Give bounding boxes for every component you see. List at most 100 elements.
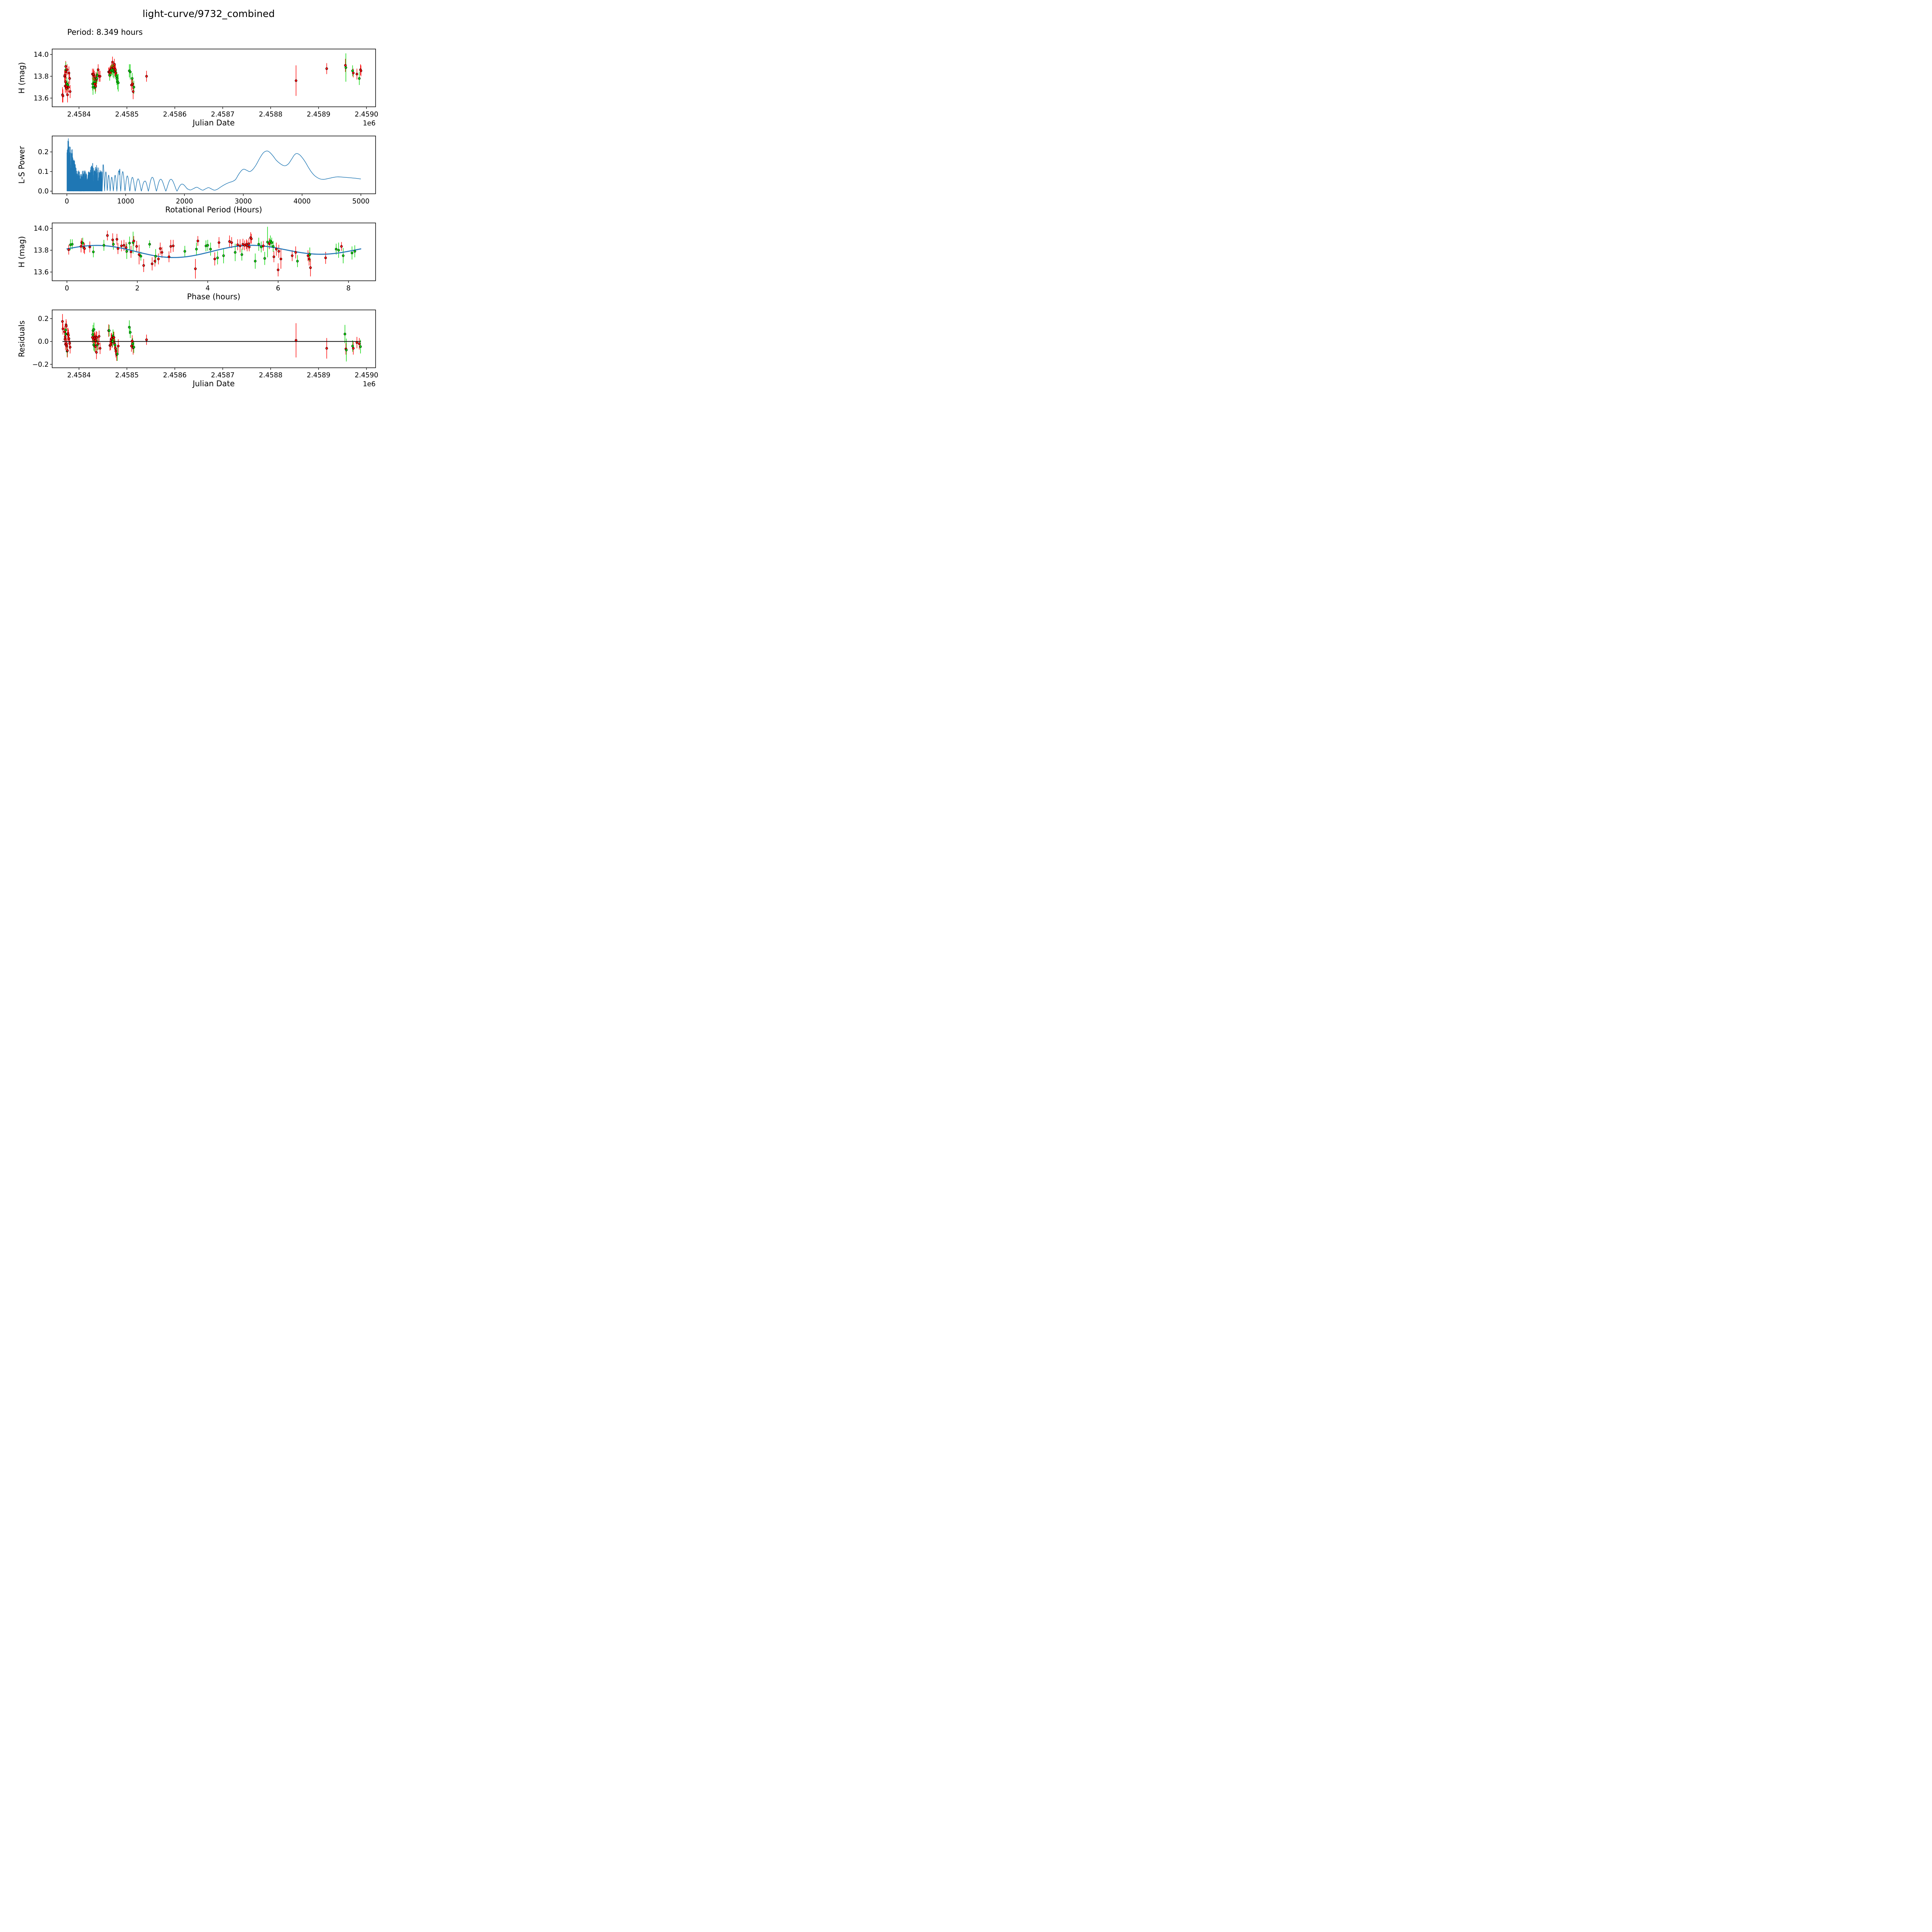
data-point [68, 342, 71, 345]
data-point [93, 82, 96, 85]
y-axis-label-panel1: H (mag) [17, 62, 26, 94]
data-point [358, 342, 361, 345]
data-point [248, 245, 251, 248]
data-points [67, 234, 356, 271]
panel-periodogram: 0 1000 2000 3000 4000 5000 0.0 0.1 0.2 [38, 136, 376, 206]
data-point [335, 248, 338, 251]
x-tick-label: 1000 [117, 198, 134, 206]
data-point [92, 328, 95, 331]
data-point [196, 240, 199, 242]
data-point [83, 247, 86, 250]
data-point [98, 335, 100, 338]
data-point [102, 244, 105, 247]
data-point [216, 257, 219, 259]
data-point [294, 339, 298, 342]
data-point [116, 238, 118, 241]
data-point [358, 77, 361, 80]
axes-frame [52, 223, 376, 281]
data-point [131, 339, 134, 342]
data-point [272, 245, 275, 248]
x-tick-label: 2.4590 [355, 372, 378, 379]
data-point [234, 251, 236, 254]
data-point [324, 257, 327, 259]
data-point [65, 70, 68, 73]
data-point [61, 94, 65, 97]
data-point [114, 347, 117, 350]
data-point [359, 345, 362, 348]
data-point [81, 242, 84, 245]
data-point [66, 68, 68, 71]
data-point [111, 61, 114, 63]
data-point [69, 90, 71, 93]
data-point [355, 73, 358, 76]
figure: light-curve/9732_combined Period: 8.349 … [0, 0, 417, 417]
data-point [88, 245, 91, 248]
data-point [184, 250, 186, 253]
data-point [139, 255, 142, 258]
panel-lightcurve-jd: 2.4584 2.4585 2.4586 2.4587 2.4588 2.4589 2.45… [34, 49, 378, 118]
data-point [262, 244, 265, 247]
panel-phased-lightcurve: 0 2 4 6 8 14.0 13.8 13.6 [34, 223, 376, 293]
data-point [65, 345, 68, 347]
data-point [218, 241, 221, 244]
data-point [353, 250, 356, 253]
data-point [92, 73, 95, 76]
data-point [66, 349, 69, 352]
data-point [133, 346, 135, 349]
x-tick-label: 2.4587 [211, 111, 235, 118]
data-point [108, 74, 111, 77]
data-point [131, 342, 134, 345]
data-point [222, 254, 225, 257]
data-point [337, 249, 340, 252]
data-point [108, 329, 111, 332]
data-point [168, 255, 170, 258]
y-tick-label: 13.8 [34, 73, 49, 80]
data-point [308, 253, 311, 256]
data-point [117, 345, 120, 347]
x-axis-label-panel2: Rotational Period (Hours) [165, 205, 262, 214]
x-tick-label: 2.4589 [307, 372, 330, 379]
data-point [117, 247, 119, 250]
period-annotation: Period: 8.349 hours [67, 27, 143, 37]
data-point [309, 266, 312, 269]
data-point [246, 244, 248, 247]
data-point [117, 82, 120, 84]
data-point [114, 68, 117, 71]
data-point [268, 242, 271, 245]
data-point [236, 243, 239, 246]
data-point [308, 257, 311, 260]
data-point [325, 67, 328, 70]
data-point [239, 244, 242, 247]
data-point [128, 242, 131, 245]
y-axis-label-panel2: L-S Power [17, 146, 26, 184]
data-point [270, 241, 273, 244]
data-point [66, 94, 69, 96]
data-point [68, 77, 71, 80]
data-point [114, 71, 117, 75]
data-point [340, 245, 343, 248]
data-point [124, 246, 128, 249]
data-point [132, 90, 134, 93]
x-axis-label-panel1: Julian Date [192, 118, 235, 128]
data-point [172, 244, 175, 247]
data-point [194, 267, 197, 270]
x-tick-label: 2.4585 [115, 372, 139, 379]
data-point [277, 269, 280, 271]
data-point [131, 77, 134, 80]
data-point [209, 248, 212, 251]
axes-frame [52, 136, 376, 194]
data-point [132, 240, 135, 242]
data-point [153, 260, 156, 263]
data-point [169, 245, 172, 248]
error-bars [62, 53, 361, 103]
data-point [151, 262, 153, 265]
data-point [67, 334, 70, 337]
x-tick-label: 2.4584 [67, 372, 91, 379]
data-point [110, 337, 113, 340]
data-point [195, 248, 198, 251]
data-point [277, 250, 280, 253]
y-tick-label: 13.6 [34, 269, 49, 276]
y-tick-label: 14.0 [34, 225, 49, 233]
data-point [296, 260, 299, 263]
data-point [145, 338, 148, 341]
